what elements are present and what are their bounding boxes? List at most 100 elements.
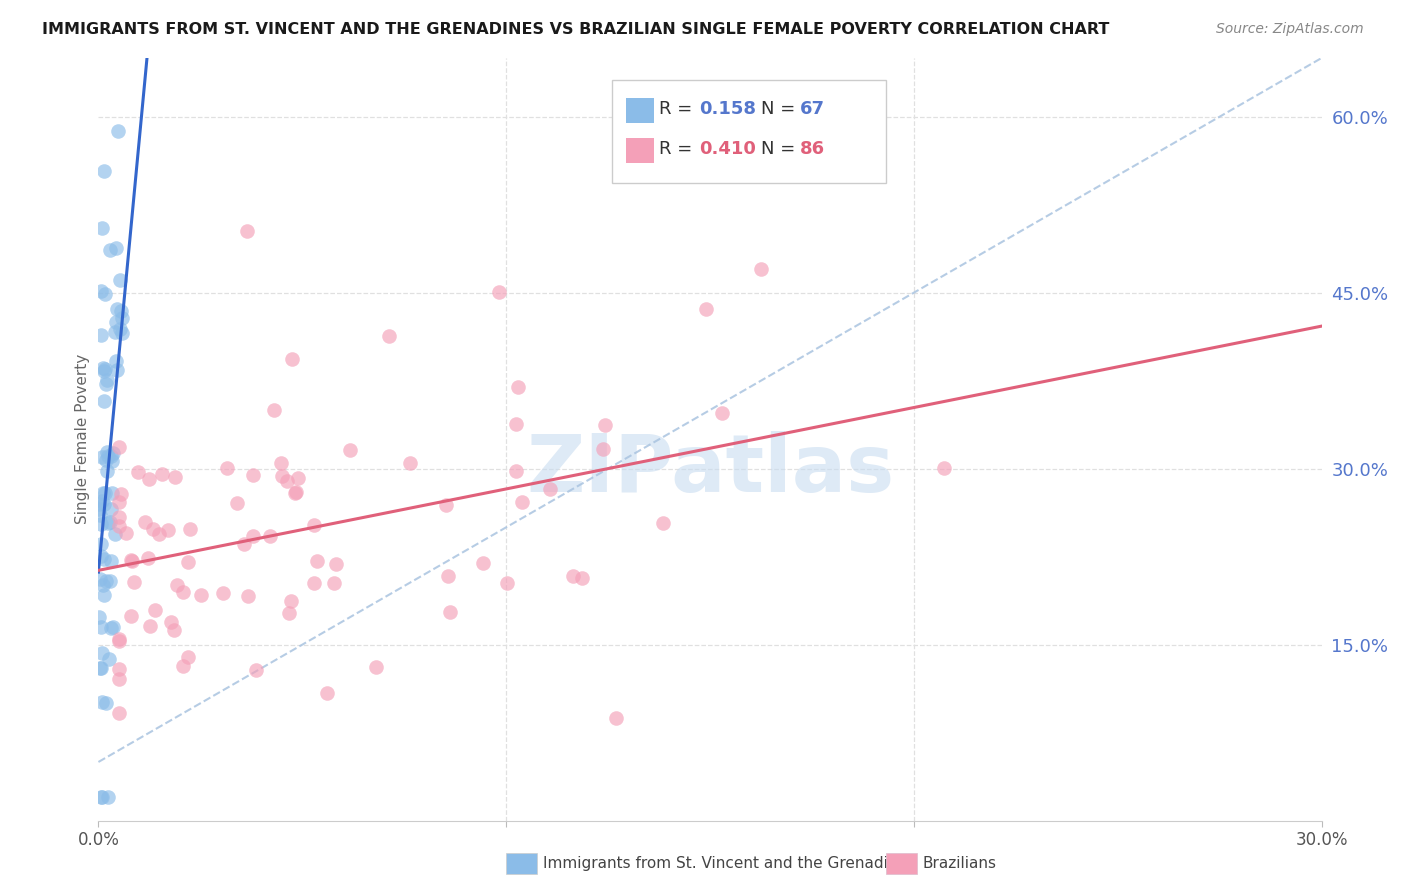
Point xyxy=(94,362,117,376)
Point xyxy=(108,706,131,720)
Point xyxy=(93,364,115,378)
Point xyxy=(122,574,145,589)
Text: Brazilians: Brazilians xyxy=(922,856,997,871)
Point xyxy=(179,522,201,536)
Point xyxy=(139,619,162,633)
Point xyxy=(111,326,134,340)
Point xyxy=(91,646,114,660)
Point xyxy=(488,285,510,299)
Point xyxy=(652,516,675,531)
Point xyxy=(91,450,114,465)
Point xyxy=(89,661,111,675)
Point xyxy=(108,510,131,524)
Point xyxy=(215,460,238,475)
Point xyxy=(176,555,198,569)
Point xyxy=(114,525,136,540)
Point xyxy=(91,790,114,805)
Point xyxy=(148,526,170,541)
Point xyxy=(93,552,115,566)
Point xyxy=(94,376,117,391)
Point xyxy=(304,576,326,591)
Point xyxy=(91,696,114,710)
Point xyxy=(378,329,401,343)
Point xyxy=(276,474,298,488)
Point xyxy=(233,537,256,551)
Point xyxy=(89,572,111,586)
Point xyxy=(437,568,460,582)
Point xyxy=(121,554,143,568)
Text: 0.158: 0.158 xyxy=(699,100,756,118)
Point xyxy=(110,303,132,318)
Point xyxy=(271,468,294,483)
Point xyxy=(496,576,519,591)
Point xyxy=(93,497,115,511)
Point xyxy=(277,606,299,620)
Point xyxy=(108,440,131,454)
Point xyxy=(138,473,160,487)
Point xyxy=(108,672,131,686)
Point xyxy=(100,621,122,635)
Point xyxy=(94,696,117,710)
Point xyxy=(108,633,131,648)
Point xyxy=(108,322,131,336)
Text: 86: 86 xyxy=(800,140,825,158)
Text: IMMIGRANTS FROM ST. VINCENT AND THE GRENADINES VS BRAZILIAN SINGLE FEMALE POVERT: IMMIGRANTS FROM ST. VINCENT AND THE GREN… xyxy=(42,22,1109,37)
Point xyxy=(91,221,114,235)
Point xyxy=(91,485,114,500)
Point xyxy=(287,471,309,485)
Point xyxy=(100,554,122,568)
Text: Source: ZipAtlas.com: Source: ZipAtlas.com xyxy=(1216,22,1364,37)
Point xyxy=(439,606,461,620)
Point xyxy=(136,550,159,565)
Text: R =: R = xyxy=(659,140,699,158)
Point xyxy=(107,124,129,138)
Text: N =: N = xyxy=(761,100,800,118)
Point xyxy=(134,515,156,529)
Point xyxy=(90,661,112,675)
Point xyxy=(177,649,200,664)
Point xyxy=(285,485,308,500)
Point xyxy=(270,456,292,470)
Point xyxy=(245,663,267,677)
Point xyxy=(89,517,111,532)
Point xyxy=(104,241,127,255)
Point xyxy=(505,464,527,478)
Point xyxy=(190,589,212,603)
Point xyxy=(97,652,120,666)
Point xyxy=(110,486,132,500)
Point xyxy=(105,315,128,329)
Point xyxy=(127,465,149,479)
Point xyxy=(101,485,124,500)
Text: R =: R = xyxy=(659,100,699,118)
Text: Immigrants from St. Vincent and the Grenadines: Immigrants from St. Vincent and the Gren… xyxy=(543,856,915,871)
Point xyxy=(212,586,235,600)
Point xyxy=(322,575,344,590)
Point xyxy=(152,467,174,481)
Point xyxy=(90,284,112,298)
Point xyxy=(434,498,457,512)
Point xyxy=(108,662,131,676)
Y-axis label: Single Female Poverty: Single Female Poverty xyxy=(75,354,90,524)
Point xyxy=(98,515,121,529)
Point xyxy=(96,574,118,588)
Text: 67: 67 xyxy=(800,100,825,118)
Point xyxy=(399,456,422,470)
Point xyxy=(96,464,118,478)
Point xyxy=(100,501,122,516)
Point xyxy=(101,620,124,634)
Point xyxy=(90,549,112,564)
Point xyxy=(111,311,134,326)
Point xyxy=(98,574,121,588)
Point xyxy=(605,710,627,724)
Point xyxy=(89,497,111,511)
Point xyxy=(166,578,188,592)
Point xyxy=(236,590,259,604)
Point xyxy=(711,406,734,420)
Point xyxy=(100,450,122,464)
Point xyxy=(120,609,142,624)
Point xyxy=(259,529,281,543)
Point xyxy=(90,790,112,805)
Point xyxy=(108,495,131,509)
Point xyxy=(325,557,347,571)
Point xyxy=(94,486,117,500)
